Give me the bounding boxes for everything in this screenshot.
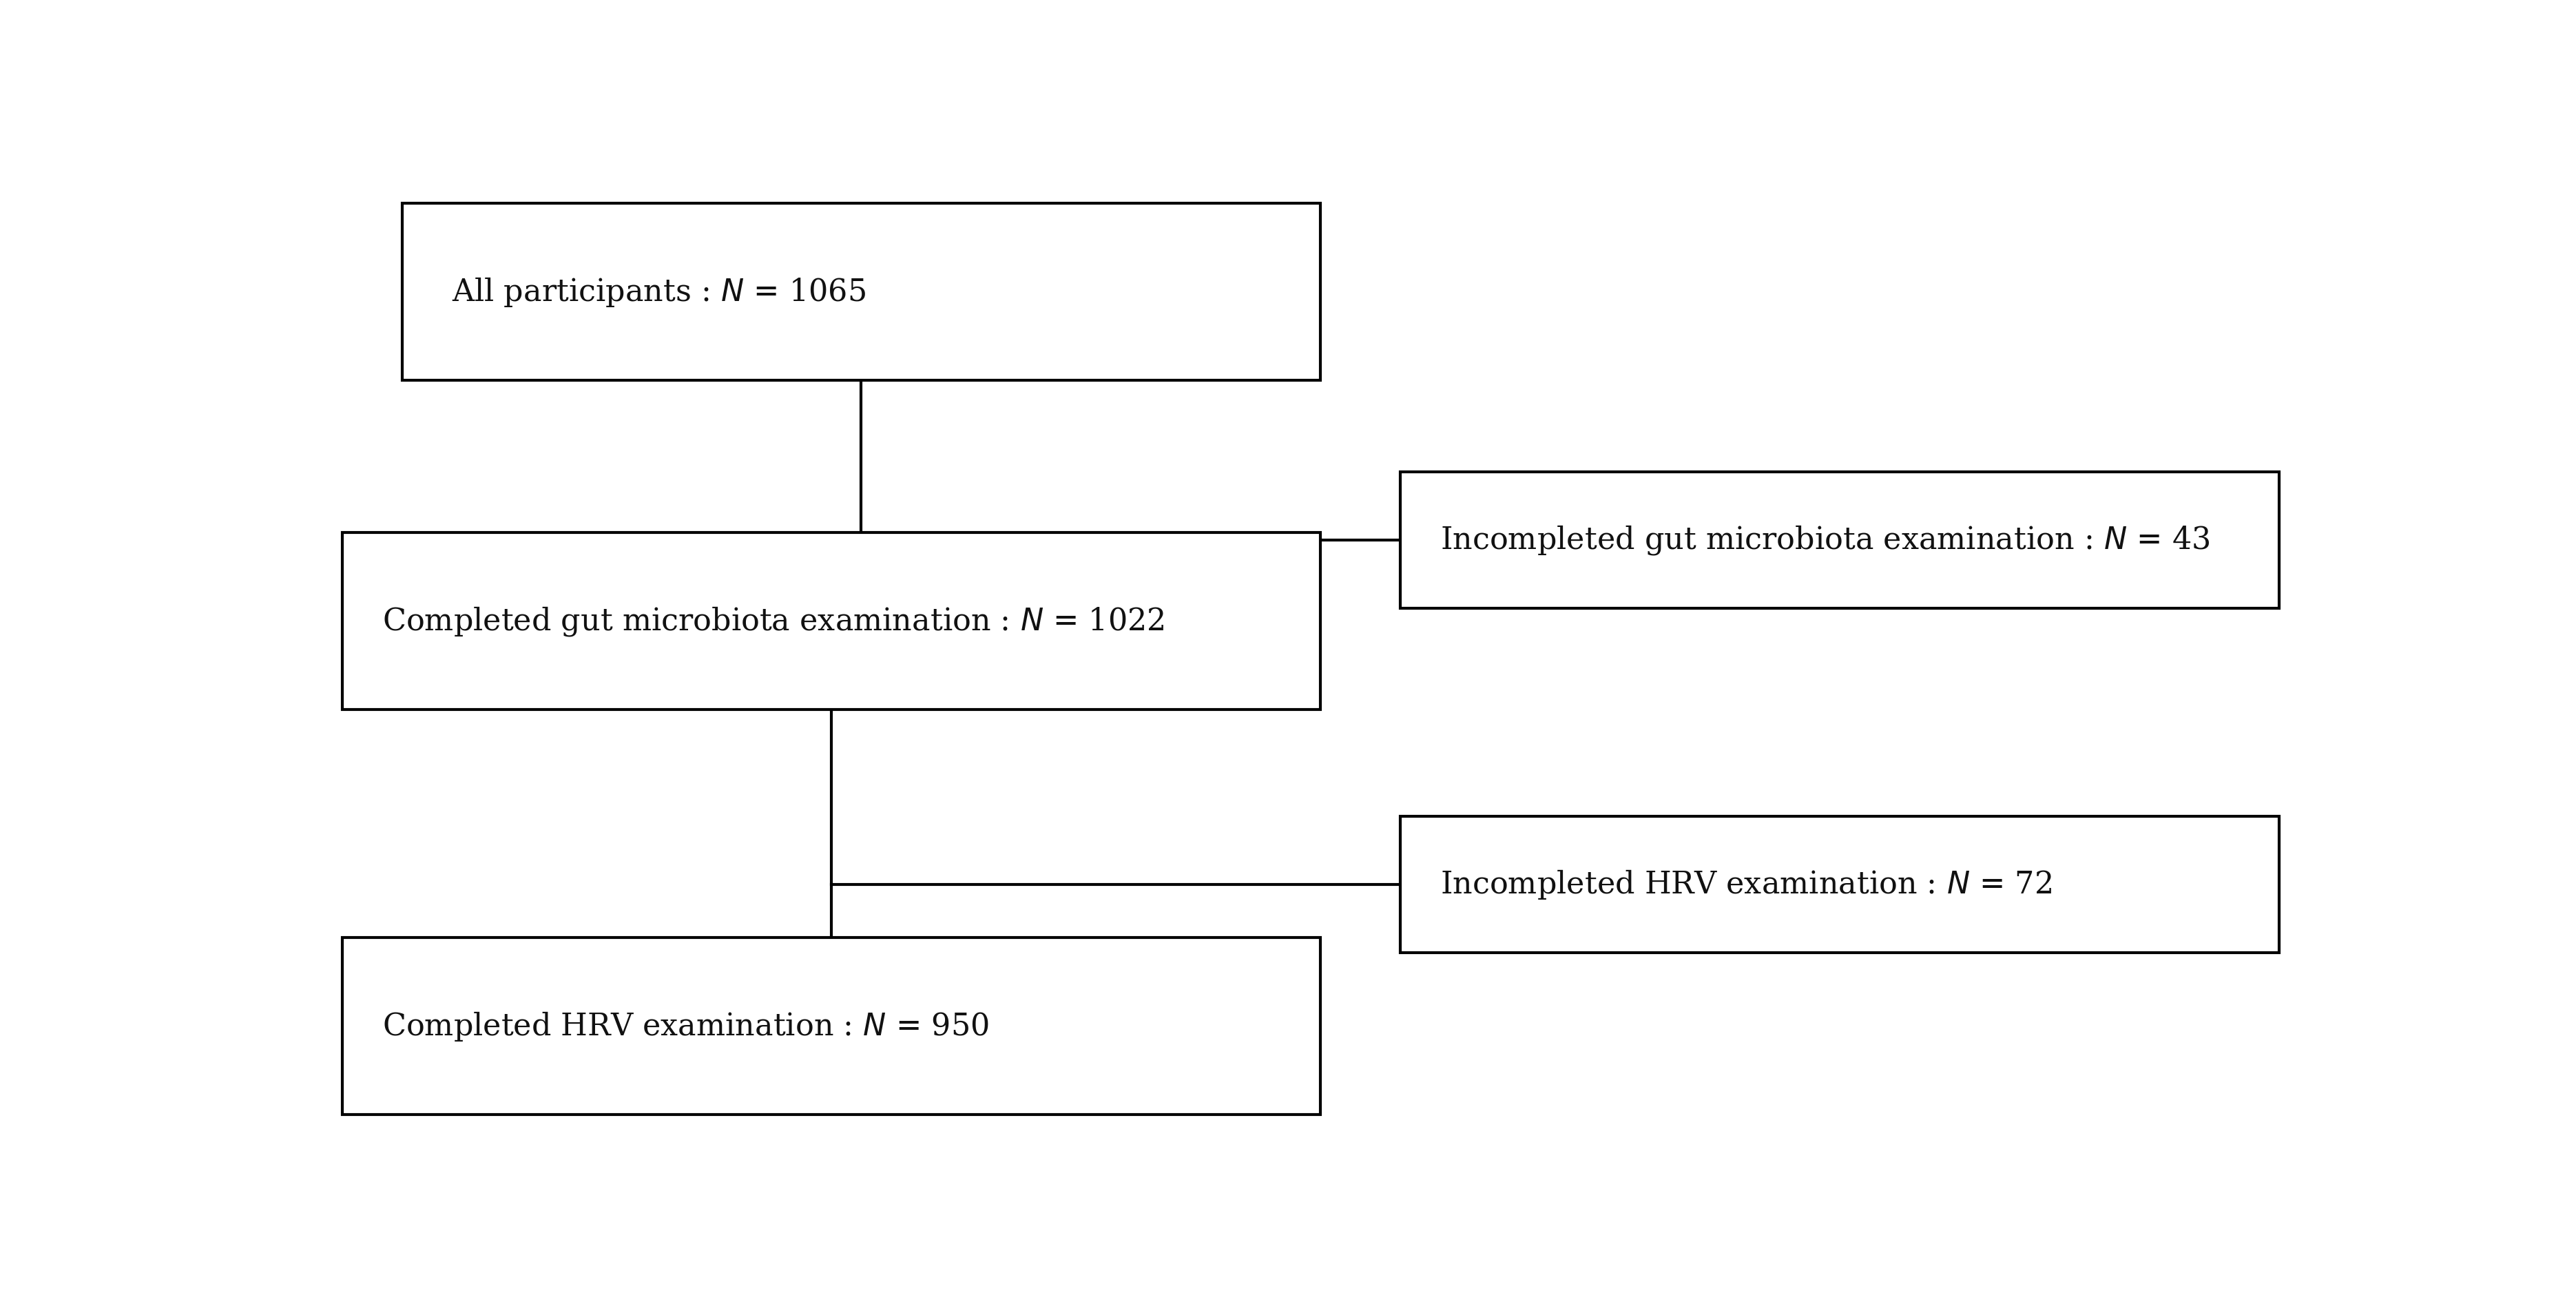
FancyBboxPatch shape xyxy=(1401,472,2280,609)
Text: All participants : $N$ = 1065: All participants : $N$ = 1065 xyxy=(451,275,866,309)
Text: Completed HRV examination : $N$ = 950: Completed HRV examination : $N$ = 950 xyxy=(381,1010,989,1043)
FancyBboxPatch shape xyxy=(343,533,1321,710)
Text: Completed gut microbiota examination : $N$ = 1022: Completed gut microbiota examination : $… xyxy=(381,605,1164,638)
FancyBboxPatch shape xyxy=(402,204,1321,380)
Text: Incompleted HRV examination : $N$ = 72: Incompleted HRV examination : $N$ = 72 xyxy=(1440,868,2050,901)
FancyBboxPatch shape xyxy=(343,938,1321,1115)
FancyBboxPatch shape xyxy=(1401,815,2280,952)
Text: Incompleted gut microbiota examination : $N$ = 43: Incompleted gut microbiota examination :… xyxy=(1440,523,2210,556)
